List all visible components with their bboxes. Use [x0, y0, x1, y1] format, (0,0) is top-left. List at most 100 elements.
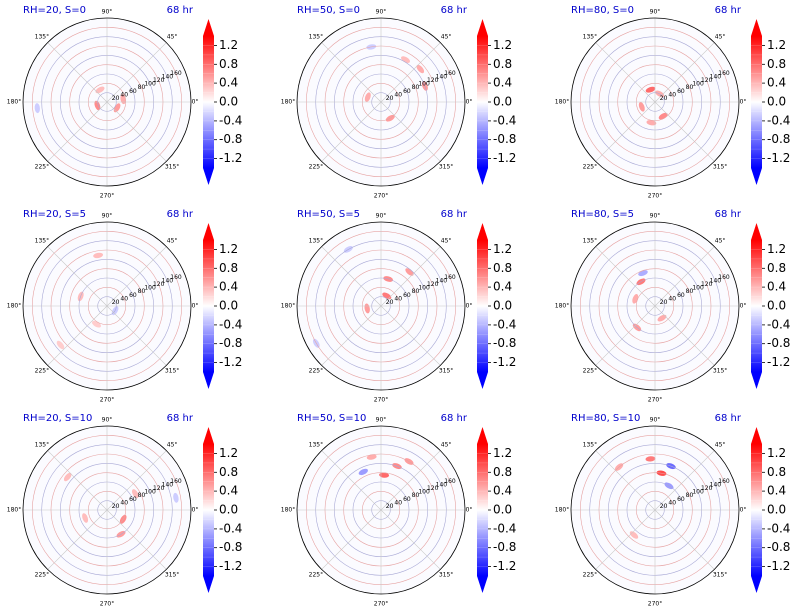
panel-time-label: 68 hr	[715, 209, 742, 220]
colorbar: 1.2 0.8 0.4 0.0 -0.4 -0.8 -1.2	[477, 427, 516, 593]
angle-tick-label: 180°	[555, 303, 569, 310]
polar-frame	[22, 221, 192, 391]
field-feature	[82, 513, 89, 523]
colorbar-extend-low	[751, 372, 762, 389]
field-feature	[94, 100, 101, 111]
angular-gridline	[380, 246, 441, 307]
angle-tick-label: 315°	[165, 368, 179, 375]
radial-tick-label: 20	[386, 503, 394, 510]
radial-tick-label: 120	[153, 485, 165, 492]
angle-tick-label: 0°	[466, 99, 473, 106]
panel-title: RH=50, S=0	[297, 5, 360, 16]
radial-tick-label: 120	[427, 281, 439, 288]
colorbar-tick-label: 0.8	[493, 261, 512, 275]
radial-tick-label: 100	[418, 489, 430, 496]
radial-tick-label: 40	[668, 499, 676, 506]
colorbar-tick-label: -1.2	[219, 151, 242, 165]
angle-tick-label: 90°	[102, 417, 113, 424]
radial-tick-label: 80	[686, 492, 694, 499]
polar-panel: 0°45°90°135°180°225°270°315°20 4060801001…	[7, 413, 243, 608]
radial-tick-label: 120	[153, 77, 165, 84]
field-feature	[131, 489, 139, 499]
angular-gridline	[47, 42, 108, 103]
angle-tick-label: 45°	[441, 237, 452, 244]
angle-tick-label: 270°	[374, 397, 388, 404]
radial-tick-label: 100	[144, 285, 156, 292]
colorbar-tick-label: -0.4	[219, 521, 242, 535]
angular-gridline	[321, 450, 382, 511]
colorbar-tick-label: -0.8	[219, 336, 242, 350]
colorbar-tick-label: 0.0	[767, 299, 786, 313]
radial-tick-label: 100	[144, 489, 156, 496]
colorbar-tick-label: -0.8	[767, 336, 790, 350]
angle-tick-label: 225°	[583, 368, 597, 375]
field-feature	[95, 86, 105, 94]
panel-time-label: 68 hr	[441, 413, 468, 424]
radial-tick-label: 100	[418, 285, 430, 292]
colorbar-extend-low	[477, 576, 488, 593]
polar-panel: 0°45°90°135°180°225°270°315°20 4060801001…	[555, 209, 791, 404]
radial-tick-label: 40	[394, 295, 402, 302]
angular-gridline	[654, 246, 715, 307]
radial-tick-label: 160	[170, 70, 182, 77]
colorbar-tick-label: 1.2	[493, 446, 512, 460]
colorbar-tick-label: -1.2	[767, 559, 790, 573]
angle-tick-label: 225°	[309, 572, 323, 579]
radial-tick-label: 60	[129, 496, 137, 503]
colorbar-extend-high	[203, 223, 214, 240]
angle-tick-label: 180°	[281, 507, 295, 514]
angle-tick-label: 225°	[583, 572, 597, 579]
radial-tick-label: 140	[436, 74, 448, 81]
field-feature	[91, 320, 102, 328]
radial-tick-label: 20	[386, 299, 394, 306]
radial-tick-label: 120	[153, 281, 165, 288]
radial-tick-label: 60	[677, 496, 685, 503]
polar-panel: 0°45°90°135°180°225°270°315°20 4060801001…	[555, 5, 791, 200]
angle-tick-label: 0°	[192, 99, 199, 106]
angular-gridline	[654, 305, 715, 366]
field-feature	[638, 102, 645, 112]
radial-tick-label: 140	[162, 278, 174, 285]
radial-tick-label: 20	[112, 299, 120, 306]
angle-tick-label: 135°	[583, 237, 597, 244]
radial-tick-label: 40	[668, 91, 676, 98]
radial-tick-label: 140	[436, 278, 448, 285]
colorbar-extend-low	[477, 372, 488, 389]
radial-tick-label: 60	[129, 88, 137, 95]
angle-tick-label: 315°	[713, 572, 727, 579]
angle-tick-label: 270°	[374, 193, 388, 200]
panel-title: RH=20, S=0	[23, 5, 86, 16]
angular-gridline	[47, 305, 108, 366]
panel-title: RH=80, S=5	[571, 209, 634, 220]
panel-title: RH=80, S=0	[571, 5, 634, 16]
colorbar: 1.2 0.8 0.4 0.0 -0.4 -0.8 -1.2	[203, 223, 242, 389]
radial-tick-label: 80	[412, 492, 420, 499]
angle-tick-label: 135°	[309, 33, 323, 40]
colorbar-tick-label: 0.0	[493, 95, 512, 109]
angular-gridline	[106, 101, 167, 162]
radial-tick-label: 160	[718, 70, 730, 77]
colorbar-tick-label: 0.4	[493, 484, 512, 498]
polar-frame	[296, 17, 466, 187]
angle-tick-label: 0°	[192, 507, 199, 514]
angle-tick-label: 135°	[583, 441, 597, 448]
colorbar-extend-high	[751, 19, 762, 36]
field-feature	[93, 252, 104, 259]
field-feature	[645, 456, 656, 462]
colorbar-tick-label: -1.2	[767, 355, 790, 369]
radial-tick-label: 100	[692, 285, 704, 292]
field-feature	[358, 468, 368, 476]
radial-tick-label: 20	[660, 299, 668, 306]
angle-tick-label: 225°	[35, 572, 49, 579]
field-feature	[364, 92, 371, 102]
angle-tick-label: 135°	[583, 33, 597, 40]
radial-tick-label: 60	[403, 496, 411, 503]
radial-tick-label: 40	[120, 295, 128, 302]
colorbar-tick-label: 0.0	[219, 299, 238, 313]
radial-tick-label: 100	[692, 489, 704, 496]
panel-title: RH=20, S=5	[23, 209, 86, 220]
radial-tick-label: 120	[427, 485, 439, 492]
colorbar-tick-label: 0.8	[493, 57, 512, 71]
angle-tick-label: 0°	[740, 507, 747, 514]
